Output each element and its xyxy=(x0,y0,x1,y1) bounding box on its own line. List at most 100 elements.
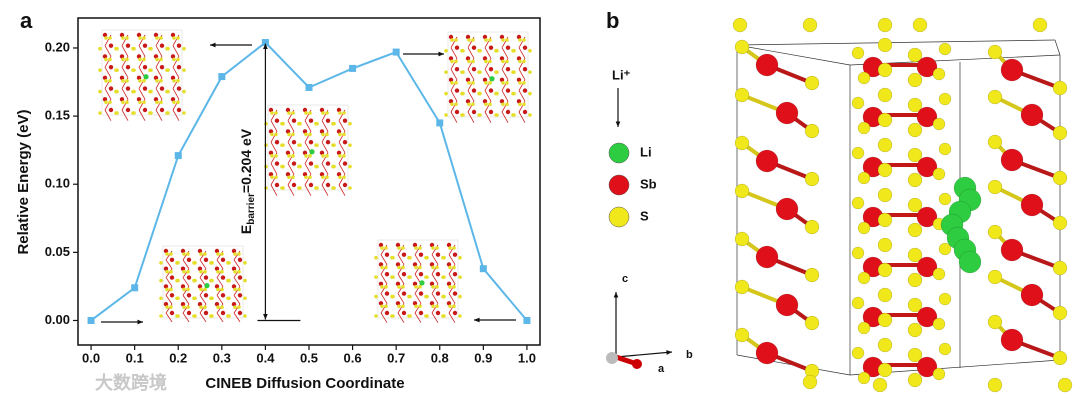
inset-atom xyxy=(528,48,532,53)
panel-label: a xyxy=(20,8,33,33)
inset-atom xyxy=(214,248,220,254)
inset-atom xyxy=(319,107,325,113)
inset-atom xyxy=(442,255,446,260)
inset-atom xyxy=(169,287,173,292)
atom xyxy=(916,256,938,278)
inset-atom xyxy=(274,132,278,137)
inset-atom xyxy=(243,296,247,301)
inset-atom xyxy=(325,161,331,166)
atom xyxy=(907,347,923,363)
inset-atom xyxy=(446,262,452,267)
inset-atom xyxy=(522,38,526,42)
atom xyxy=(932,317,946,331)
inset-atom xyxy=(182,305,186,309)
inset-bond xyxy=(304,120,312,132)
inset-atom xyxy=(159,79,163,83)
inset-atom xyxy=(233,305,237,309)
inset-atom xyxy=(380,246,384,250)
inset-atom xyxy=(425,294,429,299)
inset-atom xyxy=(220,287,224,292)
atom xyxy=(938,242,952,256)
inset-atom xyxy=(378,242,384,248)
inset-atom xyxy=(401,246,405,250)
inset-atom xyxy=(203,275,209,280)
inset-atom xyxy=(155,57,159,62)
inset-li xyxy=(204,283,210,289)
inset-atom xyxy=(522,66,528,72)
inset-atom xyxy=(378,281,384,287)
inset-atom xyxy=(501,38,505,42)
inset-atom xyxy=(467,102,471,107)
inset-atom xyxy=(478,48,482,53)
inset-atom xyxy=(268,172,274,177)
arrow-label: Li⁺ xyxy=(612,67,631,82)
inset-atom xyxy=(418,265,422,270)
inset-atom xyxy=(98,111,102,115)
inset-atom xyxy=(233,287,237,292)
inset-atom xyxy=(454,59,458,64)
inset-atom xyxy=(448,304,452,309)
inset-atom xyxy=(210,296,214,301)
atom xyxy=(907,297,923,313)
inset-atom xyxy=(153,32,159,38)
inset-atom xyxy=(429,242,435,248)
legend-swatch xyxy=(608,142,630,164)
atom xyxy=(877,287,893,303)
inset-bond xyxy=(287,163,295,175)
data-point xyxy=(305,83,313,91)
inset-atom xyxy=(484,59,488,64)
inset-atom xyxy=(298,143,302,147)
inset-atom xyxy=(176,79,180,83)
atom xyxy=(932,67,946,81)
atom xyxy=(877,162,893,178)
inset-atom xyxy=(348,186,352,190)
inset-atom xyxy=(332,164,336,169)
inset-atom xyxy=(138,57,142,62)
inset-bond xyxy=(467,47,475,59)
inset-atom xyxy=(159,278,163,283)
inset-bond xyxy=(121,88,129,100)
inset-atom xyxy=(268,129,274,134)
atom xyxy=(938,342,952,356)
inset-atom xyxy=(435,285,439,289)
inset-atom xyxy=(268,150,274,156)
inset-atom xyxy=(452,285,456,289)
inset-atom xyxy=(412,301,418,306)
y-tick-label: 0.20 xyxy=(45,39,70,54)
inset-atom xyxy=(237,310,243,316)
atom xyxy=(877,362,893,378)
inset-atom xyxy=(214,301,220,307)
inset-atom xyxy=(450,81,454,85)
inset-bond xyxy=(467,68,475,81)
inset-atom xyxy=(298,121,302,126)
inset-atom xyxy=(518,38,522,42)
inset-atom xyxy=(505,102,509,107)
inset-atom xyxy=(121,36,125,40)
inset-atom xyxy=(444,113,448,117)
inset-atom xyxy=(281,121,285,126)
y-tick-label: 0.00 xyxy=(45,312,70,327)
inset-atom xyxy=(165,287,169,292)
inset-atom xyxy=(308,111,312,115)
inset-atom xyxy=(488,81,492,85)
inset-atom xyxy=(446,281,452,287)
axis-label: c xyxy=(622,273,628,285)
inset-atom xyxy=(499,99,505,104)
inset-bond xyxy=(448,254,456,265)
inset-atom xyxy=(176,86,182,91)
inset-atom xyxy=(442,314,446,318)
inset-bond xyxy=(165,259,173,269)
data-point xyxy=(87,316,95,324)
inset-atom xyxy=(182,68,186,72)
atom xyxy=(857,271,871,285)
atom xyxy=(1000,58,1024,82)
inset-atom xyxy=(169,275,175,280)
inset-atom xyxy=(528,113,532,117)
inset-atom xyxy=(482,77,488,83)
inset-bond xyxy=(182,277,190,287)
panel-label: b xyxy=(606,8,619,33)
inset-atom xyxy=(169,293,175,298)
inset-bond xyxy=(216,312,224,323)
inset-atom xyxy=(193,296,197,301)
inset-atom xyxy=(342,132,346,137)
